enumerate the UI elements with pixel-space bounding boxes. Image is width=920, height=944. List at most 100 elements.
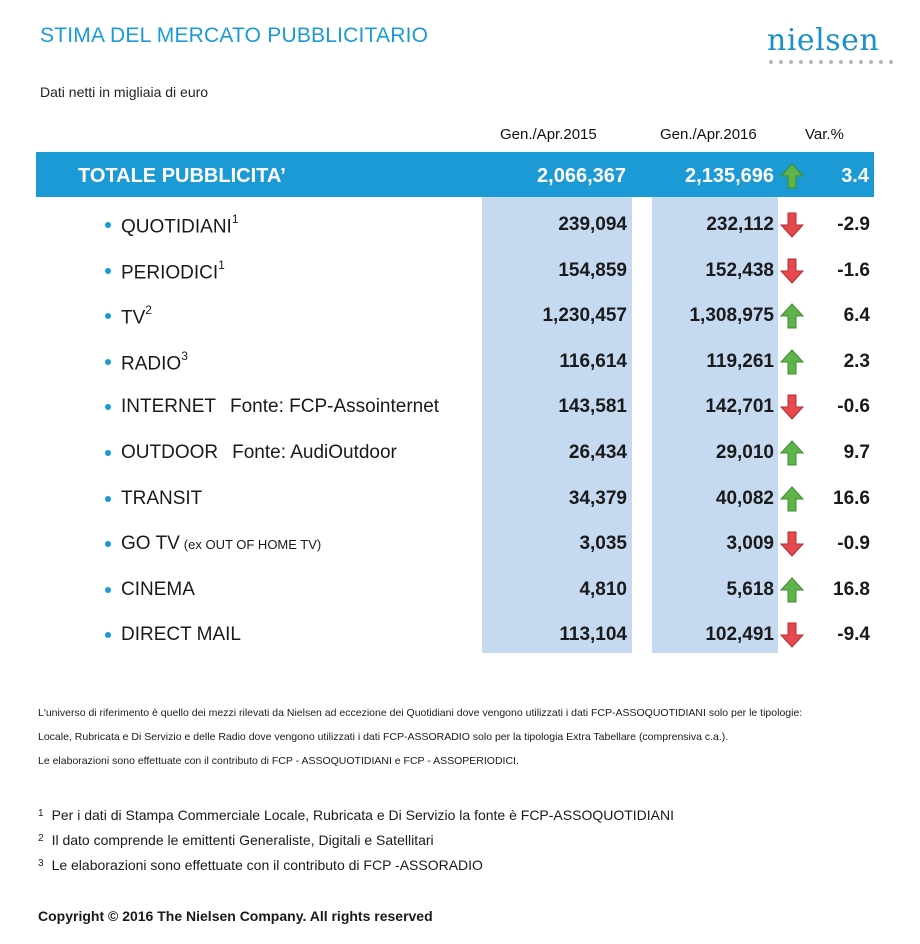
footnote-ref: 1 xyxy=(218,257,225,272)
column-highlight-2016 xyxy=(652,197,778,653)
variation-value: 16.6 xyxy=(833,487,870,509)
value-2016: 102,491 xyxy=(705,624,774,646)
value-2015: 239,094 xyxy=(558,214,627,235)
copyright: Copyright © 2016 The Nielsen Company. Al… xyxy=(38,908,433,924)
bullet-icon xyxy=(105,495,111,502)
value-2015: 116,614 xyxy=(559,350,627,372)
column-highlight-2015 xyxy=(482,197,632,653)
variation-value: -0.9 xyxy=(837,533,870,555)
variation-value: -1.6 xyxy=(837,259,870,281)
up-arrow-icon xyxy=(779,303,805,334)
table-row: GO TV (ex OUT OF HOME TV) 3,035 3,009 -0.9 xyxy=(0,520,920,565)
bullet-icon xyxy=(105,313,111,320)
row-label-text: QUOTIDIANI xyxy=(121,216,232,238)
page-title: STIMA DEL MERCATO PUBBLICITARIO xyxy=(40,24,429,47)
table-row: DIRECT MAIL 113,104 102,491 -9.4 xyxy=(0,611,920,656)
variation-value: 2.3 xyxy=(843,350,870,372)
table-row: PERIODICI1 154,859 152,438 -1.6 xyxy=(0,247,920,292)
value-2015: 154,859 xyxy=(558,259,627,281)
row-label: QUOTIDIANI1 xyxy=(121,212,239,238)
footnote-number: 3 xyxy=(38,858,44,869)
value-2016: 232,112 xyxy=(706,214,774,235)
footnote-number: 2 xyxy=(38,833,44,844)
units-subtitle: Dati netti in migliaia di euro xyxy=(40,84,209,100)
row-label: OUTDOOR Fonte: AudiOutdoor xyxy=(121,442,397,464)
value-2015: 34,379 xyxy=(568,487,627,509)
up-arrow-icon xyxy=(779,349,805,380)
value-2015: 4,810 xyxy=(579,578,627,600)
footnote-text: Le elaborazioni sono effettuate con il c… xyxy=(51,857,483,873)
column-header-variation: Var.% xyxy=(805,126,844,143)
methodology-notes: L'universo di riferimento è quello dei m… xyxy=(38,706,802,778)
row-label-text: TRANSIT xyxy=(121,487,203,509)
variation-value: 16.8 xyxy=(833,578,870,600)
row-label: GO TV (ex OUT OF HOME TV) xyxy=(121,533,321,555)
value-2015: 113,104 xyxy=(559,624,627,646)
up-arrow-icon xyxy=(779,485,805,517)
footnote-text: Per i dati di Stampa Commerciale Locale,… xyxy=(51,807,675,823)
column-header-2015: Gen./Apr.2015 xyxy=(500,126,597,143)
table-row: TV2 1,230,457 1,308,975 6.4 xyxy=(0,292,920,337)
table-row: RADIO3 116,614 119,261 2.3 xyxy=(0,338,920,383)
footnotes: 1 Per i dati di Stampa Commerciale Locale… xyxy=(38,806,674,881)
row-label-text: CINEMA xyxy=(121,578,195,600)
row-label: PERIODICI1 xyxy=(121,257,225,284)
footnote-ref: 3 xyxy=(181,348,188,363)
value-2016: 5,618 xyxy=(726,578,774,600)
row-source: Fonte: FCP-Assointernet xyxy=(230,396,440,418)
bullet-icon xyxy=(105,358,111,365)
footnote-ref: 2 xyxy=(145,303,152,318)
row-label: RADIO3 xyxy=(121,348,188,375)
variation-value: -9.4 xyxy=(837,624,870,646)
bullet-icon xyxy=(105,450,111,456)
variation-value: 6.4 xyxy=(843,305,870,327)
row-label-text: TV xyxy=(121,307,146,329)
value-2016: 1,308,975 xyxy=(689,305,774,327)
total-label: TOTALE PUBBLICITA’ xyxy=(78,165,286,187)
footnote-number: 1 xyxy=(38,808,44,819)
value-2015: 26,434 xyxy=(568,442,627,463)
table-row: INTERNET Fonte: FCP-Assointernet 143,581 14… xyxy=(0,383,920,428)
value-2016: 152,438 xyxy=(705,259,774,281)
bullet-icon xyxy=(105,404,111,411)
nielsen-logo: nielsen xyxy=(767,23,893,68)
footnote: 2 Il dato comprende le emittenti Generali… xyxy=(38,831,674,856)
value-2016: 3,009 xyxy=(726,533,774,555)
row-label-text: PERIODICI xyxy=(121,261,219,283)
row-label-text: INTERNET xyxy=(121,396,216,418)
value-2015: 143,581 xyxy=(558,396,627,418)
row-label-text: DIRECT MAIL xyxy=(121,624,242,646)
footnote-text: Il dato comprende le emittenti Generalis… xyxy=(51,832,434,848)
table-row: CINEMA 4,810 5,618 16.8 xyxy=(0,566,920,611)
row-label: CINEMA xyxy=(121,579,195,601)
total-value-2015: 2,066,367 xyxy=(537,165,626,187)
row-label-text: RADIO xyxy=(121,353,182,375)
logo-text: nielsen xyxy=(767,23,880,58)
bullet-icon xyxy=(105,222,111,228)
down-arrow-icon xyxy=(779,212,805,243)
value-2015: 3,035 xyxy=(579,533,627,555)
variation-value: -0.6 xyxy=(837,396,870,418)
value-2016: 40,082 xyxy=(715,487,774,509)
row-label: TV2 xyxy=(121,303,152,329)
down-arrow-icon xyxy=(779,394,805,425)
total-value-2016: 2,135,696 xyxy=(685,165,774,187)
up-arrow-icon xyxy=(779,577,805,608)
total-row: TOTALE PUBBLICITA’ 2,066,367 2,135,696 3… xyxy=(36,152,874,197)
bullet-icon xyxy=(105,541,111,548)
row-source: Fonte: AudiOutdoor xyxy=(232,442,397,463)
bullet-icon xyxy=(105,632,111,639)
variation-value: -2.9 xyxy=(837,214,870,235)
row-label: TRANSIT xyxy=(121,488,202,510)
row-label-text: OUTDOOR xyxy=(121,442,219,463)
value-2016: 119,261 xyxy=(706,350,774,372)
down-arrow-icon xyxy=(779,622,805,653)
variation-value: 9.7 xyxy=(843,442,870,463)
table-row: OUTDOOR Fonte: AudiOutdoor 26,434 29,010 9.7 xyxy=(0,429,920,474)
note-line: L'universo di riferimento è quello dei m… xyxy=(38,707,803,719)
table-row: QUOTIDIANI1 239,094 232,112 -2.9 xyxy=(0,201,920,246)
row-note: (ex OUT OF HOME TV) xyxy=(183,537,322,553)
column-header-2016: Gen./Apr.2016 xyxy=(660,126,757,143)
bullet-icon xyxy=(105,267,111,274)
note-line: Locale, Rubricata e Di Servizio e delle … xyxy=(38,731,729,743)
